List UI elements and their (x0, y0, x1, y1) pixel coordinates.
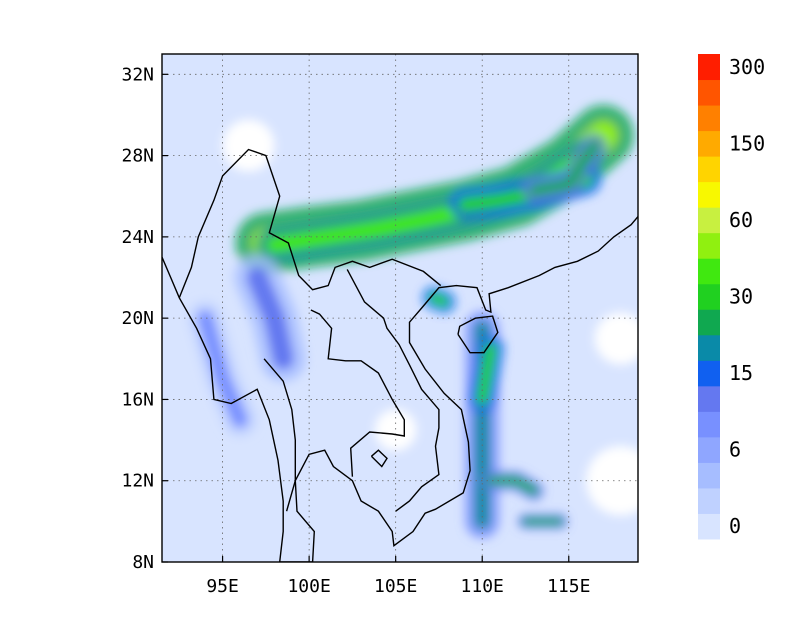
colorbar-swatch-3 (698, 436, 720, 463)
y-tick-label-2: 16N (121, 389, 154, 410)
colorbar-swatch-18 (698, 54, 720, 81)
rain-band-8 (428, 292, 450, 308)
colorbar-label-4: 60 (729, 208, 753, 232)
y-tick-label-3: 20N (121, 308, 154, 329)
tonle-sap (370, 449, 388, 468)
colorbar-swatch-17 (698, 79, 720, 106)
rain-band-9 (246, 267, 294, 370)
colorbar-label-3: 30 (729, 285, 753, 309)
colorbar-label-1: 6 (729, 438, 741, 462)
rain-band-3 (528, 140, 600, 196)
colorbar-swatch-16 (698, 105, 720, 132)
colorbar-swatch-8 (698, 309, 720, 336)
myanmar-border (178, 148, 442, 299)
rainfall-field (188, 104, 638, 539)
axes: 95E 100E 105E 110E 115E 8N 12N 16N 20N 24N 28N 32N (121, 64, 590, 597)
dry-patch-1 (374, 409, 417, 451)
rain-band-6 (486, 476, 539, 496)
colorbar-swatch-14 (698, 156, 720, 183)
y-tick-label-1: 12N (121, 471, 154, 492)
colorbar-swatch-5 (698, 385, 720, 412)
colorbar-swatch-6 (698, 360, 720, 387)
x-tick-label-2: 105E (374, 576, 417, 597)
colorbar-swatch-4 (698, 411, 720, 438)
map-plot-area (162, 54, 638, 562)
colorbar-label-6: 300 (729, 55, 765, 79)
map-frame (161, 53, 639, 563)
coastlines (162, 148, 638, 562)
colorbar-swatch-13 (698, 181, 720, 208)
colorbar-swatch-1 (698, 487, 720, 514)
laos-thai-border (310, 309, 405, 477)
colorbar-swatch-15 (698, 130, 720, 157)
colorbar-swatch-12 (698, 207, 720, 234)
dry-patch-3 (594, 312, 638, 365)
thai-myanmar-border (263, 358, 296, 512)
x-tick-label-0: 95E (206, 576, 239, 597)
y-tick-label-4: 24N (121, 227, 154, 248)
colorbar-label-2: 15 (729, 361, 753, 385)
hainan (457, 315, 499, 354)
laos-vietnam-border (346, 269, 440, 512)
y-tick-label-0: 8N (132, 552, 154, 573)
colorbar-swatch-7 (698, 334, 720, 361)
colorbar-swatch-0 (698, 513, 720, 540)
graticule (162, 54, 638, 562)
dry-patch-2 (586, 446, 638, 516)
y-tick-label-6: 32N (121, 64, 154, 85)
colorbar-label-5: 150 (729, 131, 765, 155)
mainland-coast (162, 216, 638, 562)
x-tick-label-1: 100E (287, 576, 330, 597)
colorbar-swatch-9 (698, 283, 720, 310)
dry-patch-0 (222, 119, 275, 172)
x-tick-label-4: 115E (547, 576, 590, 597)
x-tick-label-3: 110E (461, 576, 504, 597)
colorbar-swatch-2 (698, 462, 720, 489)
y-tick-label-5: 28N (121, 146, 154, 167)
rain-band-5 (476, 342, 497, 406)
colorbar-swatch-11 (698, 232, 720, 259)
colorbar-swatch-10 (698, 258, 720, 285)
colorbar-label-0: 0 (729, 514, 741, 538)
colorbar: 0 6 15 30 60 150 300 (698, 54, 765, 540)
